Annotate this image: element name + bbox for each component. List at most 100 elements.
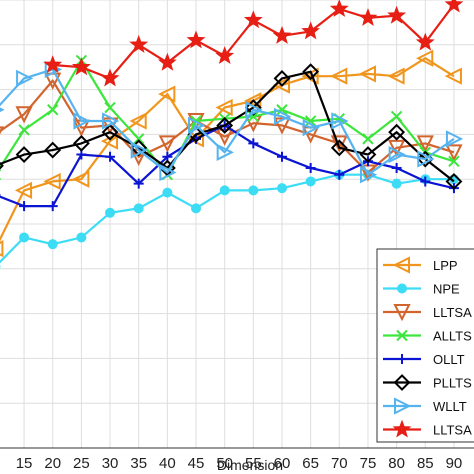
data-point-lpp-80 [387, 67, 405, 85]
series-lpp [0, 49, 462, 258]
data-point-wlltsa-85 [417, 150, 435, 168]
data-point-npe-20 [47, 239, 58, 250]
data-point-plltsa-60 [273, 69, 291, 87]
legend-label-olltsa: OLLT [433, 352, 465, 367]
legend-label-lltsa: LLTSA [433, 305, 472, 320]
data-point-plltsa-75 [359, 146, 377, 163]
legend-label-plltsa: PLLTS [433, 376, 472, 391]
legend-box [376, 248, 474, 443]
data-point-wlltsa-40 [159, 163, 177, 182]
data-point-wlltsa-30 [102, 112, 120, 130]
legend-marker-wlltsa [394, 397, 412, 415]
legend-marker-plltsa [393, 374, 411, 391]
data-point-wlltsa-80 [388, 145, 406, 164]
data-point-plltsa-10 [0, 161, 4, 170]
legend-label-npe: NPE [433, 282, 460, 297]
tick-labels: 15 20 25 30 35 40 45 50 55 60 65 70 75 80 85 90 [16, 455, 463, 472]
data-point-lltsa-60 [273, 117, 291, 135]
data-point-npe-25 [76, 232, 87, 243]
data-point-lltsa-vae-90 [444, 0, 464, 13]
data-point-alltsa-30 [104, 101, 116, 114]
data-point-lltsa-vae-65 [301, 21, 321, 40]
data-point-alltsa-15 [18, 124, 30, 136]
data-point-lltsa-15 [15, 106, 33, 124]
series-line-lpp [0, 57, 455, 242]
data-point-alltsa-60 [276, 104, 288, 116]
data-point-lltsa-vae-75 [358, 7, 378, 26]
data-point-olltsa-35 [133, 178, 144, 189]
data-point-wlltsa-90 [445, 130, 464, 148]
data-point-lltsa-vae-50 [215, 46, 235, 65]
data-point-olltsa-65 [305, 163, 316, 173]
data-point-lltsa-90 [445, 144, 463, 162]
data-point-olltsa-15 [19, 201, 30, 212]
data-point-lpp-40 [158, 85, 176, 103]
data-point-olltsa-60 [276, 151, 287, 162]
data-point-npe-55 [248, 185, 259, 196]
legend-marker-lltsa-vae [392, 419, 412, 438]
x-tick-label-80: 80 [388, 455, 405, 472]
data-point-wlltsa-65 [302, 119, 320, 137]
data-point-lltsa-80 [388, 139, 406, 158]
data-point-npe-40 [162, 187, 173, 198]
data-point-lltsa-vae-30 [100, 68, 120, 87]
data-point-lpp-75 [358, 65, 376, 83]
data-point-plltsa-50 [216, 117, 234, 134]
data-point-lltsa-vae-35 [129, 34, 149, 53]
legend-marker-npe [397, 283, 407, 294]
data-point-lltsa-vae-60 [272, 25, 292, 44]
data-point-wlltsa-15 [16, 69, 34, 88]
series-lltsa-vae [43, 0, 464, 87]
data-point-alltsa-65 [304, 115, 317, 127]
x-tick-label-75: 75 [360, 455, 377, 472]
data-point-olltsa-70 [334, 169, 345, 180]
data-point-alltsa-35 [132, 133, 145, 145]
legend-marker-alltsa [396, 329, 408, 342]
data-point-lltsa-85 [416, 135, 434, 153]
data-point-alltsa-80 [390, 110, 403, 123]
series-layer [0, 0, 464, 269]
data-point-npe-45 [191, 203, 202, 214]
legend: LPP NPE LLTSA ALLTS OLLT PLLTS WLLT LLTSA [376, 248, 474, 443]
x-tick-label-30: 30 [102, 455, 119, 472]
data-point-plltsa-25 [72, 134, 90, 152]
x-tick-label-65: 65 [302, 455, 319, 472]
data-point-wlltsa-60 [273, 107, 292, 126]
legend-marker-lpp [392, 256, 410, 274]
data-point-plltsa-80 [388, 123, 406, 141]
data-point-alltsa-90 [448, 155, 460, 167]
data-point-plltsa-90 [445, 173, 463, 190]
data-point-lpp-30 [100, 132, 119, 150]
data-point-npe-50 [219, 185, 230, 196]
data-point-npe-80 [391, 178, 402, 189]
data-point-plltsa-55 [244, 99, 262, 116]
x-axis-label: Dimension [217, 457, 283, 473]
data-point-lltsa-vae-25 [71, 57, 91, 76]
data-point-npe-30 [105, 207, 116, 218]
legend-label-wlltsa: WLLT [433, 399, 467, 414]
data-point-wlltsa-45 [188, 116, 206, 135]
x-tick-label-70: 70 [331, 455, 348, 472]
x-tick-label-55: 55 [245, 455, 262, 472]
data-point-npe-35 [133, 203, 144, 214]
x-tick-label-60: 60 [274, 455, 291, 472]
data-point-lpp-50 [215, 98, 233, 117]
data-point-alltsa-75 [362, 133, 374, 145]
data-point-wlltsa-25 [73, 112, 91, 130]
data-point-alltsa-20 [47, 104, 59, 116]
data-point-lpp-15 [14, 181, 33, 200]
legend-label-lltsa-vae: LLTSA [433, 423, 472, 438]
series-line-plltsa [0, 70, 455, 183]
data-point-lpp-10 [0, 240, 4, 258]
x-tick-label-40: 40 [159, 455, 176, 472]
data-point-lltsa-vae-70 [329, 0, 349, 17]
data-point-lltsa-vae-80 [387, 5, 407, 24]
data-point-lpp-90 [444, 67, 462, 85]
data-point-lpp-25 [72, 170, 90, 188]
data-point-npe-65 [305, 176, 316, 187]
data-point-lpp-60 [272, 76, 290, 94]
data-point-olltsa-85 [420, 176, 431, 187]
data-point-wlltsa-55 [245, 101, 263, 119]
x-tick-label-90: 90 [446, 455, 463, 472]
